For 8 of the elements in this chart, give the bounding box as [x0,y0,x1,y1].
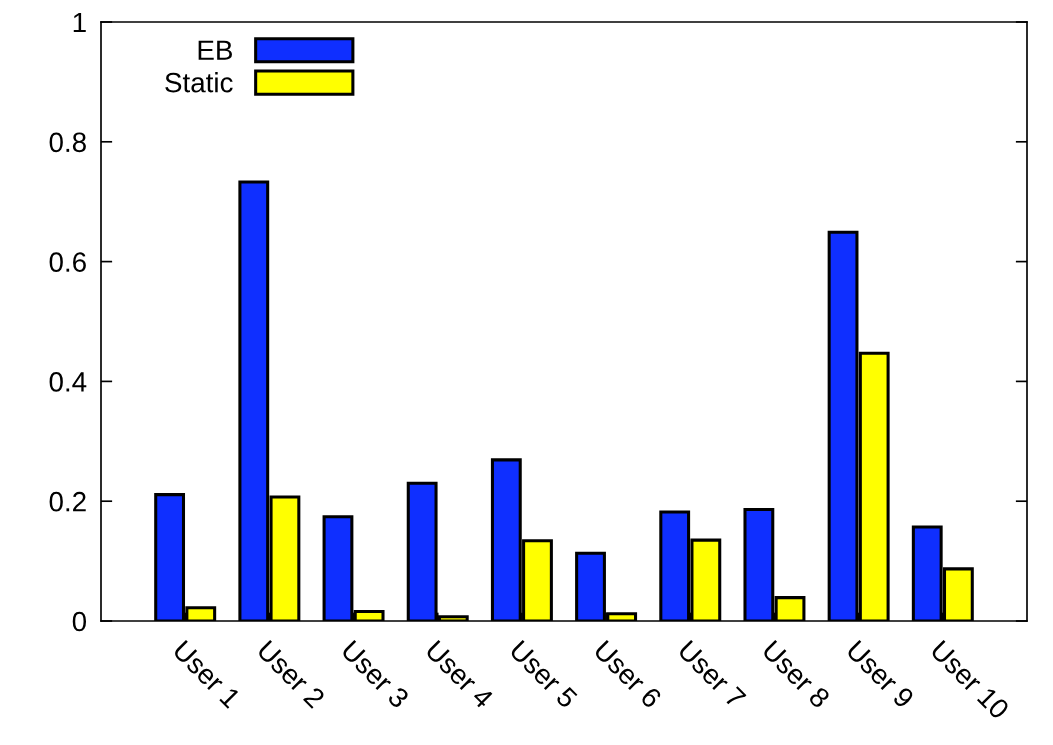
y-tick-label: 1 [73,12,86,33]
y-tick-label: 0.2 [49,491,86,512]
legend-label: EB [198,40,232,60]
y-tick-label: 0.8 [49,132,86,153]
legend-label: Static [165,72,233,93]
y-tick-label: 0.4 [49,372,87,392]
y-tick-label: 0 [72,611,87,632]
y-tick-label: 0.6 [49,252,86,272]
